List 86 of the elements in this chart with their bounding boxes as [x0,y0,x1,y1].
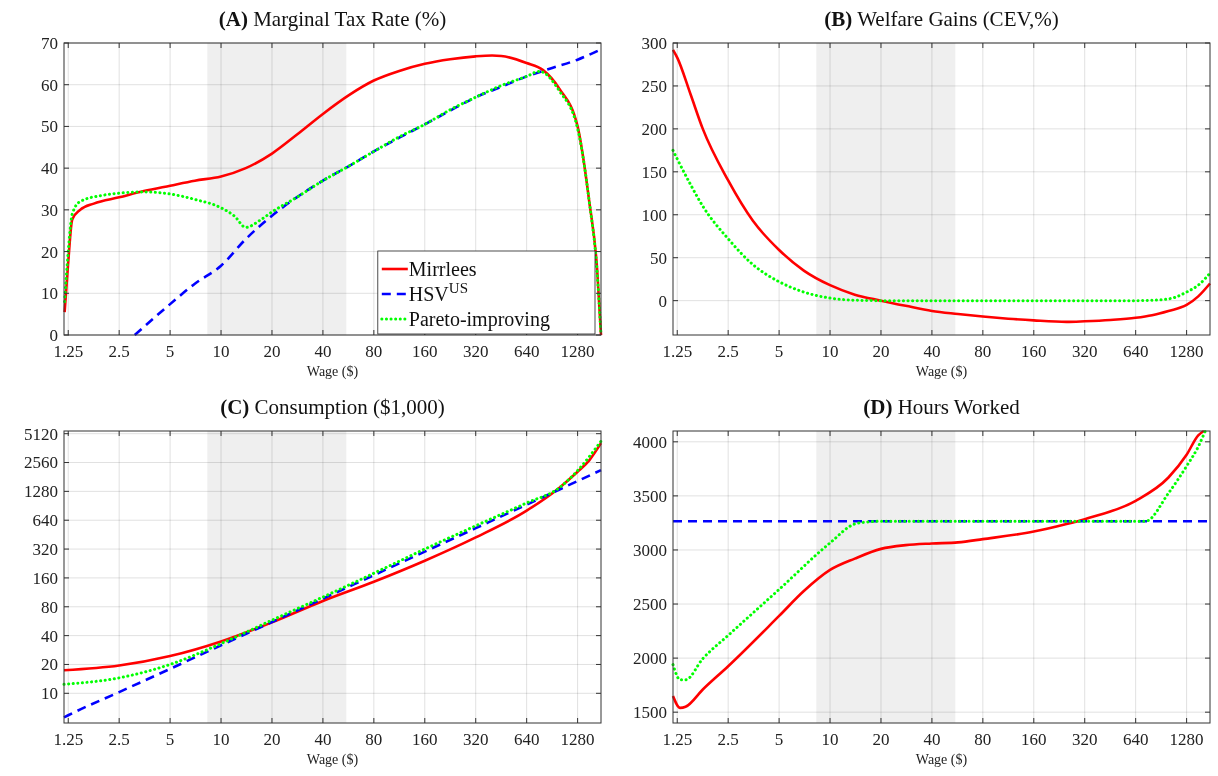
y-tick-label: 100 [641,205,667,225]
x-tick-label: 160 [1021,730,1047,749]
x-tick-label: 2.5 [717,342,739,361]
x-tick-label: 320 [462,342,489,361]
y-tick-label: 0 [658,291,667,311]
x-tick-label: 2.5 [717,730,739,749]
x-tick-label: 5 [165,730,175,749]
x-axis-title: Wage ($) [915,752,968,768]
x-axis-title: Wage ($) [915,364,968,380]
x-tick-label: 5 [774,730,784,749]
chart-title: (B) Welfare Gains (CEV,%) [824,7,1059,31]
y-tick-label: 20 [41,655,58,675]
x-tick-label: 10 [212,730,230,749]
x-tick-label: 20 [263,730,281,749]
x-tick-label: 40 [923,730,941,749]
y-tick-label: 30 [41,200,58,220]
x-tick-label: 1280 [560,342,595,361]
x-tick-label: 160 [412,342,438,361]
y-tick-label: 150 [641,162,667,182]
x-tick-label: 80 [365,730,383,749]
x-tick-label: 40 [314,730,332,749]
x-tick-label: 1280 [560,730,595,749]
x-tick-label: 20 [872,730,890,749]
y-tick-label: 3500 [633,486,667,506]
x-tick-label: 1.25 [662,342,693,361]
x-tick-label: 5 [774,342,784,361]
y-tick-label: 40 [41,159,58,179]
y-tick-label: 2000 [633,649,667,669]
x-tick-label: 10 [821,342,839,361]
x-tick-label: 80 [974,342,992,361]
legend-label: HSV$^{US}$ [408,280,468,305]
legend-label: Pareto-improving [408,308,550,331]
y-tick-label: 3000 [633,540,667,560]
x-tick-label: 80 [365,342,383,361]
y-tick-label: 1280 [24,482,58,502]
x-tick-label: 1280 [1169,730,1204,749]
x-tick-label: 10 [821,730,839,749]
x-tick-label: 320 [1071,730,1098,749]
x-tick-label: 640 [1122,342,1149,361]
y-tick-label: 70 [41,33,58,53]
y-tick-label: 1500 [633,703,667,723]
x-tick-label: 20 [263,342,281,361]
y-tick-label: 2560 [24,453,58,473]
x-tick-label: 320 [462,730,489,749]
y-tick-label: 4000 [633,432,667,452]
x-tick-label: 1.25 [53,730,84,749]
x-tick-label: 1280 [1169,342,1204,361]
y-tick-label: 200 [641,119,667,139]
x-tick-label: 2.5 [108,730,130,749]
y-tick-label: 10 [41,284,58,304]
y-tick-label: 80 [41,597,58,617]
legend-label: Mirrlees [408,258,477,280]
y-tick-label: 160 [32,568,58,588]
y-tick-label: 40 [41,626,58,646]
x-axis-title: Wage ($) [306,364,359,380]
x-tick-label: 640 [513,730,540,749]
x-tick-label: 40 [923,342,941,361]
x-tick-label: 2.5 [108,342,130,361]
y-tick-label: 50 [41,117,58,137]
chart-title: (A) Marginal Tax Rate (%) [218,7,447,31]
y-tick-label: 320 [32,540,58,560]
x-tick-label: 640 [513,342,540,361]
x-tick-label: 40 [314,342,332,361]
y-tick-label: 0 [49,325,58,345]
y-tick-label: 10 [41,684,58,704]
x-tick-label: 160 [1021,342,1047,361]
x-tick-label: 5 [165,342,175,361]
y-tick-label: 250 [641,76,667,96]
x-tick-label: 640 [1122,730,1149,749]
y-tick-label: 60 [41,75,58,95]
y-tick-label: 300 [641,33,667,53]
y-tick-label: 5120 [24,424,58,444]
y-tick-label: 50 [650,248,667,268]
chart-title: (C) Consumption ($1,000) [220,395,445,419]
chart-title: (D) Hours Worked [863,395,1021,419]
x-tick-label: 1.25 [662,730,693,749]
x-axis-title: Wage ($) [306,752,359,768]
x-tick-label: 320 [1071,342,1098,361]
y-tick-label: 640 [32,511,58,531]
x-tick-label: 20 [872,342,890,361]
y-tick-label: 20 [41,242,58,262]
x-tick-label: 10 [212,342,230,361]
x-tick-label: 80 [974,730,992,749]
y-tick-label: 2500 [633,594,667,614]
x-tick-label: 160 [412,730,438,749]
x-tick-label: 1.25 [53,342,84,361]
